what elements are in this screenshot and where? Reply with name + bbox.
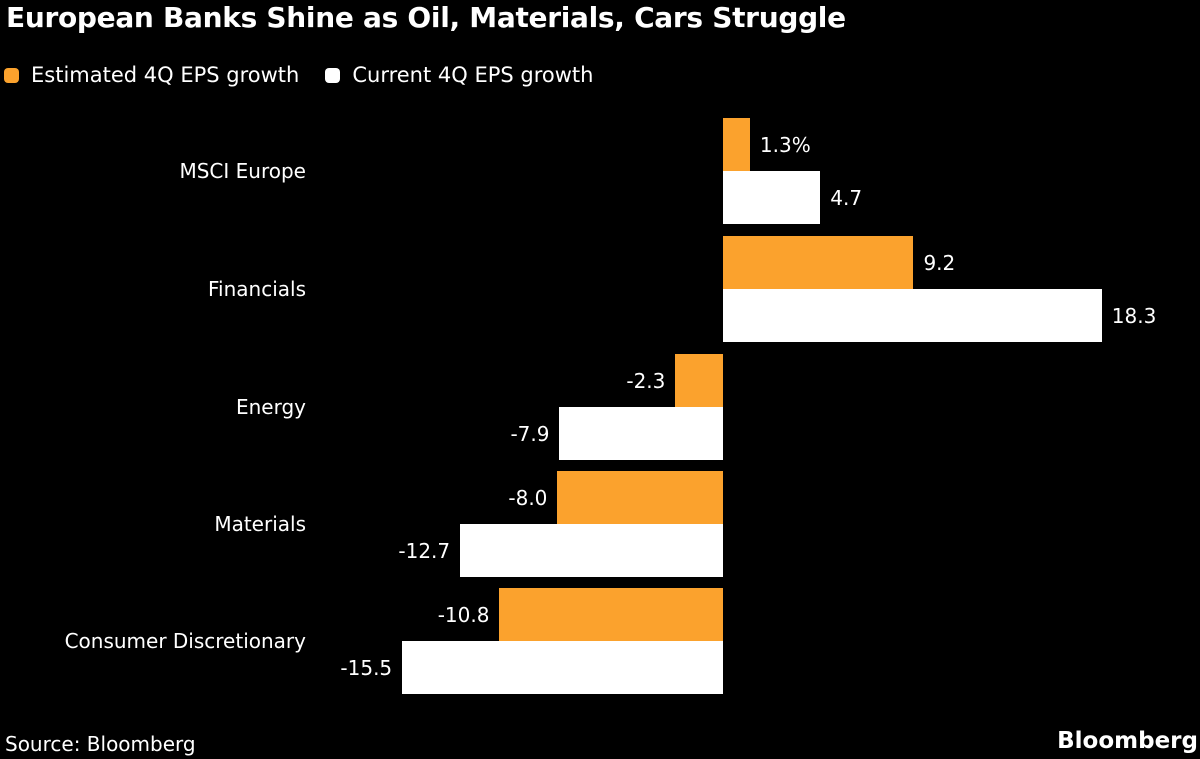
bar-current: [460, 524, 723, 577]
value-label: 4.7: [830, 185, 863, 210]
legend-label-estimated: Estimated 4Q EPS growth: [31, 63, 300, 87]
legend-item-current: Current 4Q EPS growth: [325, 63, 593, 87]
bloomberg-logo: Bloomberg: [1057, 728, 1198, 754]
legend-swatch-white: [325, 67, 341, 83]
bar-current: [559, 407, 723, 460]
bar-current: [402, 641, 723, 694]
bar-estimated: [675, 354, 723, 407]
category-label: Energy: [235, 395, 306, 419]
value-label: 1.3%: [759, 132, 811, 157]
bar-estimated: [723, 118, 750, 171]
category-label: Materials: [214, 512, 306, 536]
bar-estimated: [557, 471, 723, 524]
chart-title: European Banks Shine as Oil, Materials, …: [6, 1, 846, 34]
category-label: Financials: [208, 277, 306, 301]
legend-swatch-orange: [4, 67, 19, 83]
bar-estimated: [499, 588, 723, 641]
value-label: -12.7: [398, 538, 451, 563]
legend: Estimated 4Q EPS growth Current 4Q EPS g…: [4, 62, 593, 88]
value-label: -7.9: [510, 421, 550, 446]
legend-label-current: Current 4Q EPS growth: [352, 63, 594, 87]
value-label: 9.2: [923, 250, 956, 275]
category-label: Consumer Discretionary: [64, 629, 306, 653]
value-label: -15.5: [340, 655, 393, 680]
legend-item-estimated: Estimated 4Q EPS growth: [4, 63, 299, 87]
bar-current: [723, 171, 821, 224]
value-label: -10.8: [437, 602, 490, 627]
source-note: Source: Bloomberg: [5, 732, 196, 756]
value-label: -8.0: [508, 485, 548, 510]
category-label: MSCI Europe: [179, 159, 306, 183]
bar-estimated: [723, 236, 914, 289]
bar-current: [723, 289, 1102, 342]
value-label: -2.3: [626, 368, 666, 393]
value-label: 18.3: [1111, 303, 1157, 328]
